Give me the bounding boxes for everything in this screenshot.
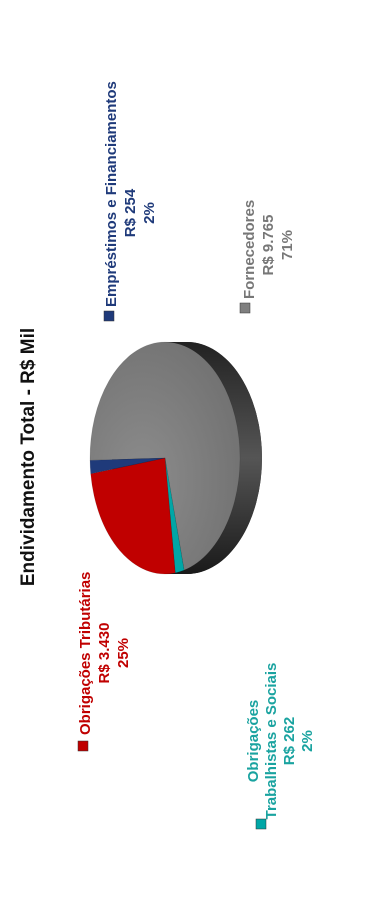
chart-title: Endividamento Total - R$ Mil (18, 328, 39, 586)
legend-swatch-tributarias (77, 740, 89, 752)
pie-slice-trabalhistas (164, 457, 185, 574)
label-name-trabalhistas: Obrigações (245, 700, 262, 783)
label-name-emprestimos: Empréstimos e Financiamentos (103, 81, 120, 307)
pie-group (89, 341, 262, 575)
label-amount-tributarias: R$ 3.430 (96, 623, 113, 684)
label-amount-trabalhistas: R$ 262 (281, 717, 298, 765)
legend-labels: Fornecedores R$ 9.765 71% Obrigações Trabalh… (77, 81, 316, 830)
label-amount-emprestimos: R$ 254 (122, 188, 139, 237)
label-name-tributarias: Obrigações Tributárias (77, 572, 94, 735)
legend-swatch-emprestimos (103, 310, 115, 322)
pie-slice-fornecedores (89, 341, 241, 571)
pie-slice-emprestimos (89, 457, 166, 475)
legend-swatch-trabalhistas (255, 818, 267, 830)
label-name-fornecedores: Fornecedores (241, 200, 258, 299)
label-percent-trabalhistas: 2% (299, 730, 316, 752)
label-amount-fornecedores: R$ 9.765 (260, 215, 277, 276)
label-percent-emprestimos: 2% (141, 202, 158, 224)
legend-swatch-fornecedores (239, 302, 251, 314)
label-name-trabalhistas: Trabalhistas e Sociais (263, 663, 280, 820)
pie-slice-tributarias (90, 457, 176, 575)
label-percent-fornecedores: 71% (279, 230, 296, 260)
label-percent-tributarias: 25% (115, 638, 132, 668)
